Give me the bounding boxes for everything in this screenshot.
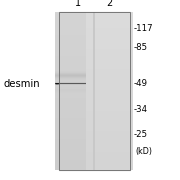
Bar <box>58 12 130 170</box>
Text: -25: -25 <box>133 130 147 139</box>
Text: -49: -49 <box>133 79 147 88</box>
Text: -34: -34 <box>133 105 147 114</box>
Text: -85: -85 <box>133 43 147 52</box>
Text: 2: 2 <box>107 0 113 8</box>
Text: (kD): (kD) <box>135 147 152 156</box>
Text: -117: -117 <box>133 24 153 33</box>
Text: 1: 1 <box>75 0 81 8</box>
Text: desmin: desmin <box>4 79 40 89</box>
